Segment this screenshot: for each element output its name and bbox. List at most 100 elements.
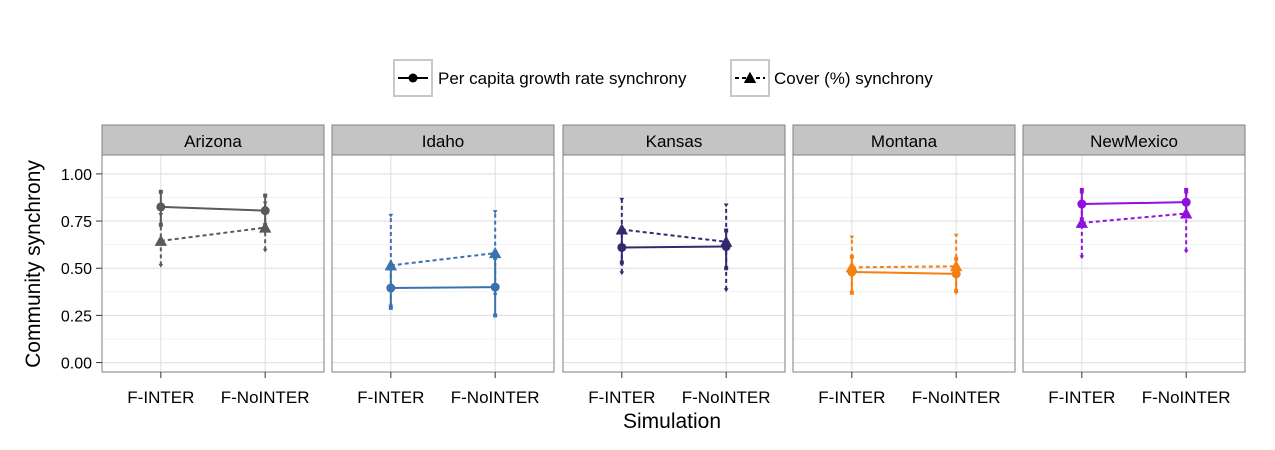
x-axis-tick-label: F-NoINTER xyxy=(1142,388,1231,407)
facet-panels: Arizona F-INTER F-NoINTER Idaho F-INTER F-NoI… xyxy=(101,124,1246,407)
x-axis-title: Simulation xyxy=(623,410,721,433)
error-bar-cap xyxy=(619,197,625,202)
series-line xyxy=(160,205,266,212)
data-point xyxy=(384,259,398,271)
x-axis-tick-label: F-NoINTER xyxy=(221,388,310,407)
series-cover xyxy=(615,197,733,293)
series-line xyxy=(160,226,266,242)
legend: Per capita growth rate synchrony Cover (%… xyxy=(393,59,933,97)
x-axis-tick-label: F-INTER xyxy=(1048,388,1115,407)
x-axis-tick-label: F-NoINTER xyxy=(682,388,771,407)
series-line xyxy=(1081,201,1187,206)
x-axis-tick-label: F-NoINTER xyxy=(912,388,1001,407)
error-bar-cap xyxy=(723,288,729,293)
error-bar-cap xyxy=(849,235,855,240)
series-line xyxy=(851,265,957,269)
error-bar-cap xyxy=(262,201,268,206)
facet-strip xyxy=(101,124,325,156)
series-line xyxy=(621,228,727,243)
facet-strip-label: Arizona xyxy=(184,132,242,151)
facet-strip-label: Idaho xyxy=(422,132,465,151)
error-bar-cap xyxy=(1184,187,1189,192)
x-axis-tick-label: F-INTER xyxy=(588,388,655,407)
panel-background xyxy=(563,155,785,372)
y-axis-tick-label: 0.75 xyxy=(61,214,92,231)
facet-strip xyxy=(792,124,1016,156)
x-axis-tick-label: F-INTER xyxy=(357,388,424,407)
error-bar-cap xyxy=(158,212,164,217)
legend-marker xyxy=(408,73,418,83)
x-axis-tick-label: F-NoINTER xyxy=(451,388,540,407)
data-point xyxy=(719,235,733,247)
error-bar-cap xyxy=(492,293,498,297)
series-cover xyxy=(154,201,272,268)
error-bar-cap xyxy=(388,304,394,309)
y-axis-title: Community synchrony xyxy=(22,160,45,368)
legend-entry: Cover (%) synchrony xyxy=(730,59,933,97)
x-axis-tick-label: F-INTER xyxy=(127,388,194,407)
y-axis-tick-label: 1.00 xyxy=(61,167,92,184)
facet-strip xyxy=(331,124,555,156)
legend-marker xyxy=(743,71,757,83)
panel-background xyxy=(102,155,324,372)
data-point xyxy=(949,260,963,272)
data-point xyxy=(156,202,166,212)
facet-panel: Idaho F-INTER F-NoINTER xyxy=(331,124,555,407)
panel-border xyxy=(1022,154,1246,373)
y-axis: 0.00 0.25 0.50 0.75 1.00 xyxy=(61,167,102,373)
error-bar-cap xyxy=(263,193,268,198)
data-point xyxy=(258,221,272,233)
panel-background xyxy=(793,155,1015,372)
panel-border xyxy=(792,154,1016,373)
series-line xyxy=(390,252,496,267)
facet-strip xyxy=(1022,124,1246,156)
error-bar-cap xyxy=(158,189,163,194)
data-point xyxy=(951,269,961,279)
data-point xyxy=(845,261,859,273)
legend-label: Per capita growth rate synchrony xyxy=(438,69,687,88)
error-bar-cap xyxy=(954,256,959,261)
error-bar-cap xyxy=(953,233,959,238)
y-axis-tick-label: 0.50 xyxy=(61,261,92,278)
facet-strip-label: NewMexico xyxy=(1090,132,1178,151)
error-bar-cap xyxy=(723,203,729,208)
panel-background xyxy=(1023,155,1245,372)
error-bar-cap xyxy=(1079,187,1084,192)
error-bar-cap xyxy=(1079,255,1085,260)
panel-border xyxy=(331,154,555,373)
error-bar-cap xyxy=(262,248,268,253)
data-point xyxy=(154,234,168,246)
series-line xyxy=(1081,212,1187,224)
series-cover xyxy=(384,210,502,309)
x-axis-tick-label: F-INTER xyxy=(818,388,885,407)
data-point xyxy=(615,223,629,235)
series-line xyxy=(621,245,727,249)
error-bar-cap xyxy=(158,263,164,268)
facet-strip-label: Kansas xyxy=(646,132,703,151)
series-line xyxy=(851,270,957,275)
legend-label: Cover (%) synchrony xyxy=(774,69,933,88)
data-point xyxy=(260,206,270,216)
error-bar-cap xyxy=(1183,192,1189,196)
y-axis-tick-label: 0.00 xyxy=(61,356,92,373)
panel-border xyxy=(562,154,786,373)
error-bar-cap xyxy=(158,222,163,227)
data-point xyxy=(488,246,502,259)
y-axis-tick-label: 0.25 xyxy=(61,308,92,325)
facet-panel: Montana F-INTER F-NoINTER xyxy=(792,124,1016,407)
series-cover xyxy=(1075,192,1193,260)
panel-background xyxy=(332,155,554,372)
error-bar-cap xyxy=(953,291,959,295)
facet-panel: Arizona F-INTER F-NoINTER xyxy=(101,124,325,407)
facet-strip-label: Montana xyxy=(871,132,938,151)
data-point xyxy=(1179,207,1193,219)
series-cover xyxy=(845,233,963,295)
facet-panel: Kansas F-INTER F-NoINTER xyxy=(562,124,786,407)
error-bar-cap xyxy=(1183,249,1189,254)
panel-border xyxy=(101,154,325,373)
error-bar-cap xyxy=(493,313,498,318)
error-bar-cap xyxy=(619,271,625,276)
error-bar-cap xyxy=(388,213,394,218)
error-bar-cap xyxy=(849,291,855,295)
